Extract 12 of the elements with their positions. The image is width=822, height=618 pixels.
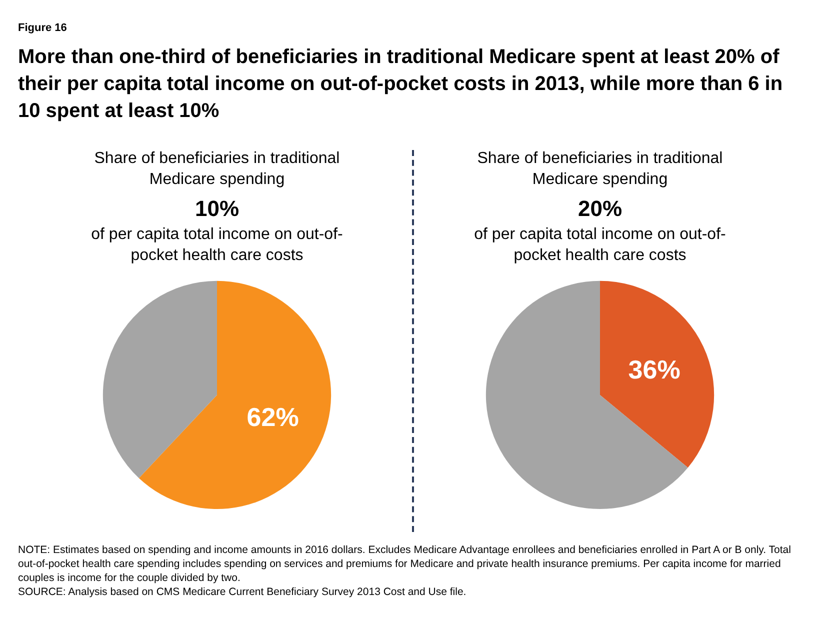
caption: Figure 16 (18, 22, 67, 34)
text: of per capita total income on out-of-pocket health care costs (90, 225, 344, 266)
chart-subtitle: Share of beneficiaries in traditional Medicare spending (93, 149, 341, 190)
chart-title: 10% (194, 196, 240, 222)
text: NOTE: Estimates based on spending and income amounts in 2016 dollars. Excludes Medicare Advantage enrollees and beneficiaries enrolled in Part A or B only. Total out-of-pocket health care spending includes spending on services and premiums for Medicare and private health insurance premiums. Per capita income for married couples is income for the couple divided by two. (18, 543, 792, 585)
data-label: 36% (628, 354, 680, 384)
chart-title: 20% (576, 196, 624, 222)
chart-subtitle: Share of beneficiaries in traditional Medicare spending (476, 149, 724, 190)
text: of per capita total income on out-of-pocket health care costs (473, 225, 727, 266)
source-note: SOURCE: Analysis based on CMS Medicare Current Beneficiary Survey 2013 Cost and Use file. (18, 585, 468, 599)
data-label: 62% (246, 402, 299, 432)
text: More than one-third of beneficiaries in traditional Medicare spent at least 20% of their per capita total income on out-of-pocket costs in 2013, while more than 6 in 10 spent at least 10% (18, 45, 784, 124)
